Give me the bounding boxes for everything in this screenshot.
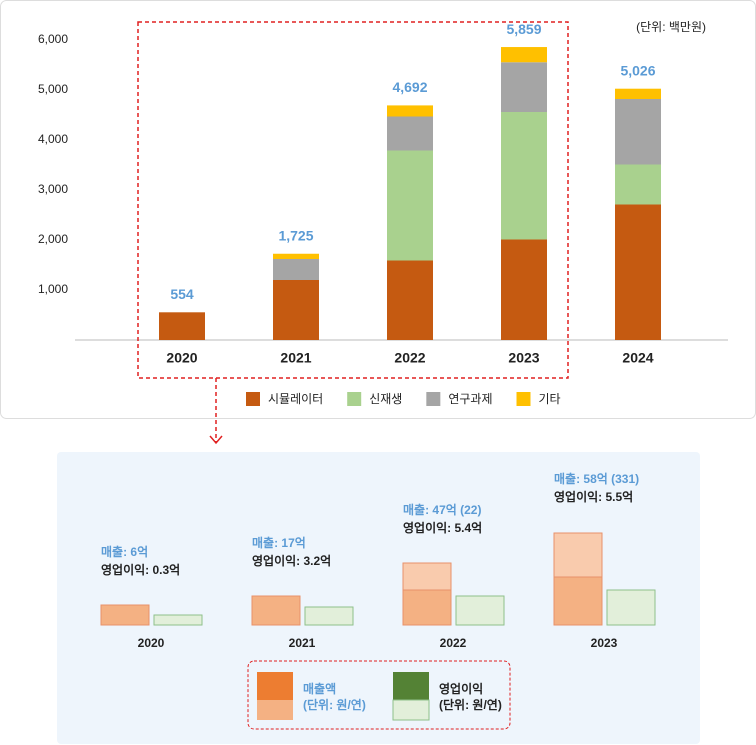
- year-label: 2022: [440, 636, 467, 650]
- y-tick-label: 4,000: [38, 132, 68, 146]
- sales-bar-upper: [402, 562, 452, 591]
- profit-text: 영업이익: 5.5억: [554, 489, 633, 504]
- sales-bar-upper: [553, 532, 603, 578]
- x-tick-label: 2022: [394, 350, 425, 366]
- sales-text: 매출: 17억: [252, 535, 306, 550]
- bar-segment: [387, 260, 433, 340]
- total-label: 554: [170, 286, 194, 302]
- x-tick-label: 2024: [622, 350, 653, 366]
- total-label: 4,692: [392, 79, 427, 95]
- profit-bar: [304, 606, 354, 626]
- bar-segment: [273, 259, 319, 280]
- year-label: 2020: [138, 636, 165, 650]
- legend-swatch: [392, 699, 430, 721]
- legend-swatch: [393, 672, 429, 700]
- y-tick-label: 6,000: [38, 32, 68, 46]
- detail-legend-box: [247, 660, 511, 730]
- profit-bar: [455, 595, 505, 626]
- legend-swatch: [257, 672, 293, 700]
- y-tick-label: 5,000: [38, 82, 68, 96]
- bar-segment: [501, 62, 547, 112]
- legend-unit: (단위: 원/연): [303, 697, 366, 712]
- legend-label: 기타: [539, 392, 561, 406]
- y-tick-label: 3,000: [38, 182, 68, 196]
- total-label: 5,859: [506, 21, 541, 37]
- legend-label: 신재생: [369, 392, 402, 406]
- x-tick-label: 2021: [280, 350, 311, 366]
- arrow-head: [209, 435, 223, 445]
- bar-segment: [501, 239, 547, 340]
- sales-bar: [100, 604, 150, 626]
- bar-segment: [615, 164, 661, 205]
- detail-panel: [57, 452, 700, 744]
- legend-swatch: [516, 392, 531, 406]
- total-label: 5,026: [620, 62, 655, 78]
- unit-note: (단위: 백만원): [636, 20, 706, 34]
- detail-bars: [100, 532, 656, 626]
- sales-bar: [402, 589, 452, 626]
- legend-label: 영업이익: [439, 681, 483, 696]
- x-tick-label: 2023: [508, 350, 539, 366]
- year-label: 2023: [591, 636, 618, 650]
- legend-swatch: [257, 700, 293, 720]
- sales-text: 매출: 6억: [101, 544, 148, 559]
- legend-label: 시뮬레이터: [268, 392, 323, 406]
- bar-segment: [273, 280, 319, 340]
- bar-segment: [387, 105, 433, 117]
- bar-segment: [273, 253, 319, 259]
- legend-swatch: [246, 392, 260, 406]
- bar-segment: [501, 112, 547, 240]
- legend-label: 매출액: [303, 681, 336, 696]
- bar-segment: [615, 88, 661, 99]
- profit-text: 영업이익: 5.4억: [403, 520, 482, 535]
- bar-segment: [159, 312, 205, 340]
- legend-swatch: [426, 392, 441, 406]
- y-tick-label: 1,000: [38, 282, 68, 296]
- bar-segment: [501, 47, 547, 63]
- profit-bar: [606, 589, 656, 626]
- bar-segment: [615, 99, 661, 165]
- total-label: 1,725: [278, 227, 313, 243]
- sales-text: 매출: 47억 (22): [403, 502, 481, 517]
- sales-text: 매출: 58억 (331): [554, 471, 639, 486]
- bar-segment: [615, 204, 661, 340]
- legend-label: 연구과제: [448, 392, 492, 406]
- bar-segment: [387, 150, 433, 261]
- y-tick-label: 2,000: [38, 232, 68, 246]
- sales-bar: [251, 595, 301, 626]
- profit-text: 영업이익: 0.3억: [101, 562, 180, 577]
- sales-bar: [553, 576, 603, 626]
- profit-text: 영업이익: 3.2억: [252, 553, 331, 568]
- x-tick-label: 2020: [166, 350, 197, 366]
- legend-unit: (단위: 원/연): [439, 697, 502, 712]
- highlight-box: [137, 21, 569, 379]
- legend-swatch: [347, 392, 362, 406]
- bar-segment: [387, 116, 433, 151]
- profit-bar: [153, 614, 203, 626]
- year-label: 2021: [289, 636, 316, 650]
